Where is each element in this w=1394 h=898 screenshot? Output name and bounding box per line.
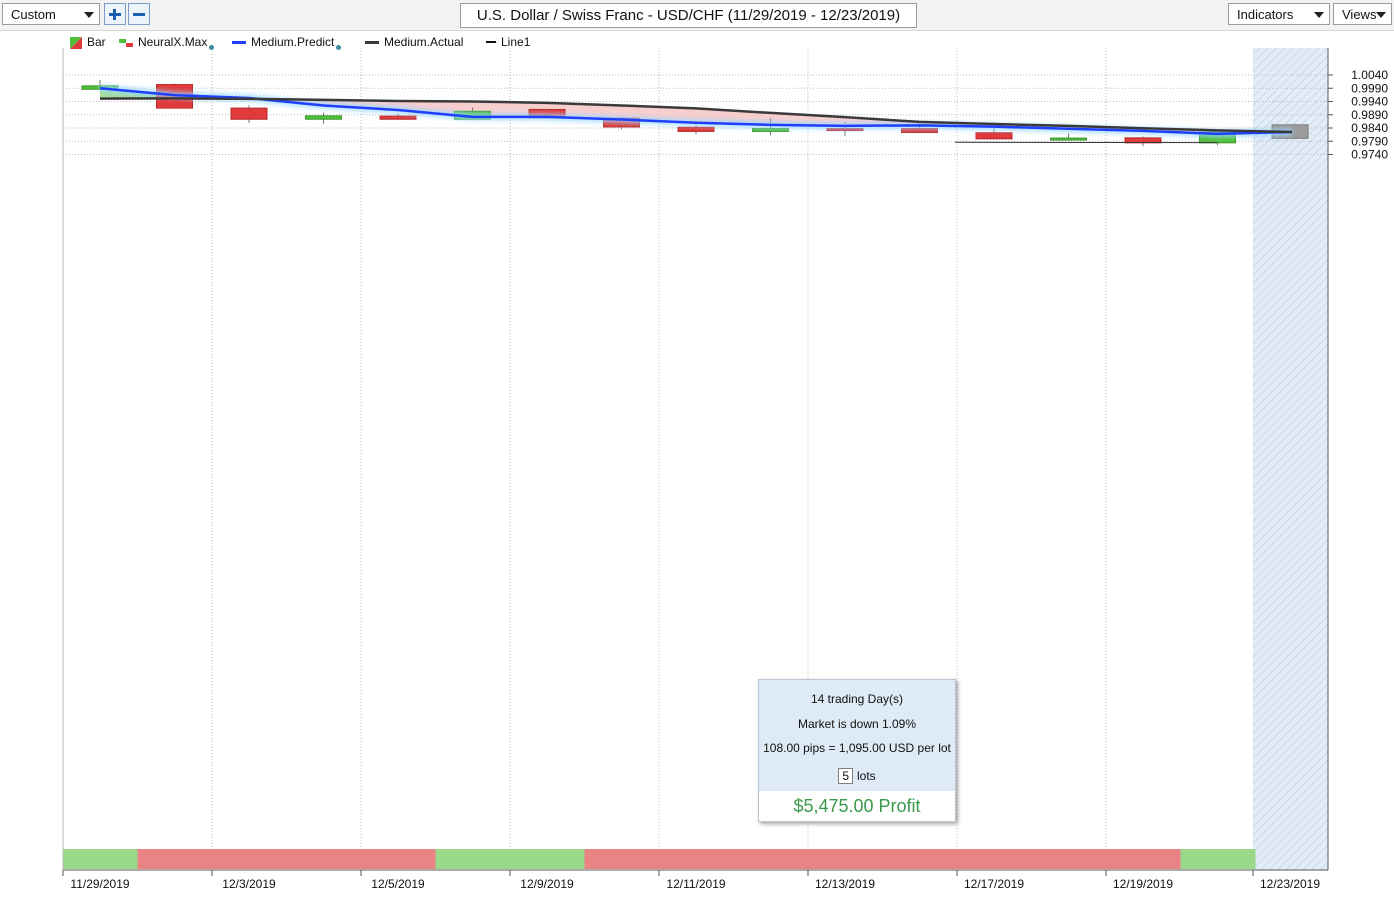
- indicator-lines: [99, 84, 1293, 144]
- x-tick-label: 12/5/2019: [371, 877, 425, 891]
- candle-body[interactable]: [305, 115, 342, 120]
- trend-strip-segment: [1180, 849, 1256, 869]
- predict-line: [99, 87, 1293, 136]
- legend-neuralx-label: NeuralX.Max: [138, 35, 208, 49]
- trend-strip-segment: [584, 849, 660, 869]
- trend-strip-segment: [808, 849, 883, 869]
- y-tick-label: 0.9990: [1351, 81, 1388, 95]
- y-tick-label: 1.0040: [1351, 68, 1388, 82]
- trend-strip-segment: [957, 849, 1032, 869]
- views-dropdown[interactable]: Views: [1333, 3, 1392, 25]
- trend-strip-segment: [435, 849, 511, 869]
- indicators-label: Indicators: [1237, 7, 1294, 22]
- forecast-region: [1253, 48, 1328, 870]
- legend-neuralx[interactable]: NeuralX.Max: [119, 34, 215, 50]
- candle-body[interactable]: [975, 132, 1013, 140]
- lots-input[interactable]: 5: [838, 768, 853, 784]
- zoom-in-button[interactable]: [104, 3, 126, 25]
- trading-days-text: 14 trading Day(s): [810, 692, 904, 706]
- toolbar: Custom U.S. Dollar / Swiss Franc - USD/C…: [0, 0, 1394, 31]
- legend-actual-label: Medium.Actual: [384, 35, 464, 49]
- neuralx-legend-icon: [119, 38, 133, 47]
- y-tick-label: 0.9790: [1351, 134, 1388, 148]
- y-tick-label: 0.9740: [1351, 148, 1388, 162]
- trend-strip-segment: [286, 849, 362, 869]
- trend-strip-segment: [137, 849, 213, 869]
- x-tick-label: 12/11/2019: [666, 877, 725, 891]
- trend-strip-segment: [1106, 849, 1181, 869]
- indicators-dropdown[interactable]: Indicators: [1228, 3, 1330, 25]
- chevron-down-icon: [1314, 12, 1324, 18]
- actual-line: [99, 97, 1293, 134]
- indicator-dot-icon: [336, 45, 342, 50]
- candle-body[interactable]: [752, 128, 789, 132]
- pips-text: 108.00 pips = 1,095.00 USD per lot: [763, 741, 951, 755]
- y-tick-label: 0.9840: [1351, 121, 1388, 135]
- grid-lines: [62, 48, 1328, 870]
- profit-text: $5,475.00 Profit: [759, 791, 955, 821]
- forecast-hatch: [1253, 48, 1328, 870]
- legend-actual[interactable]: Medium.Actual: [365, 34, 463, 50]
- candle-body[interactable]: [1050, 137, 1087, 141]
- candle-body[interactable]: [901, 128, 938, 134]
- custom-dropdown-label: Custom: [11, 7, 56, 22]
- y-tick-label: 0.9890: [1351, 108, 1388, 122]
- x-tick-label: 12/19/2019: [1113, 877, 1173, 891]
- legend-line1[interactable]: Line1: [486, 34, 530, 50]
- x-tick-label: 12/13/2019: [815, 877, 875, 891]
- spread-fill-down: [174, 95, 1292, 134]
- indicator-dot-icon: [209, 45, 215, 50]
- trade-summary-tooltip: 14 trading Day(s) Market is down 1.09% 1…: [758, 679, 956, 822]
- lots-label: lots: [857, 769, 876, 783]
- x-tick-label: 12/23/2019: [1260, 877, 1320, 891]
- x-tick-label: 12/17/2019: [964, 877, 1024, 891]
- x-tick-label: 12/9/2019: [520, 877, 574, 891]
- line1-legend-icon: [486, 40, 496, 43]
- bar-legend-icon: [70, 36, 82, 49]
- candle-body[interactable]: [677, 126, 715, 132]
- legend-line1-label: Line1: [501, 35, 531, 49]
- trend-strip-segment: [510, 849, 585, 869]
- candle-body[interactable]: [230, 107, 268, 120]
- legend-bar-label: Bar: [87, 35, 106, 49]
- predict-legend-icon: [232, 40, 246, 44]
- trend-strip: [63, 849, 1256, 869]
- minus-icon: [133, 13, 145, 16]
- legend-predict-label: Medium.Predict: [251, 35, 335, 49]
- actual-legend-icon: [365, 40, 379, 44]
- market-change-text: Market is down 1.09%: [797, 717, 917, 731]
- chevron-down-icon: [84, 12, 94, 18]
- trend-strip-segment: [212, 849, 287, 869]
- legend-predict[interactable]: Medium.Predict: [232, 34, 342, 50]
- trend-strip-segment: [361, 849, 436, 869]
- views-label: Views: [1342, 7, 1377, 22]
- x-tick-label: 11/29/2019: [70, 877, 129, 891]
- x-tick-label: 12/3/2019: [222, 877, 276, 891]
- y-tick-label: 0.9940: [1351, 95, 1388, 109]
- custom-dropdown[interactable]: Custom: [2, 3, 100, 25]
- trend-strip-segment: [1031, 849, 1107, 869]
- axes: 1.00400.99900.99400.98900.98400.97900.97…: [62, 48, 1388, 891]
- candle-body[interactable]: [379, 115, 417, 120]
- trend-strip-segment: [63, 849, 138, 869]
- chevron-down-icon: [1376, 12, 1386, 18]
- trend-strip-segment: [659, 849, 734, 869]
- lots-row: 5 lots: [759, 768, 955, 784]
- trend-strip-segment: [882, 849, 958, 869]
- zoom-out-button[interactable]: [128, 3, 150, 25]
- trend-strip-segment: [733, 849, 809, 869]
- legend-bar[interactable]: Bar: [70, 34, 106, 50]
- chart-title: U.S. Dollar / Swiss Franc - USD/CHF (11/…: [460, 3, 917, 28]
